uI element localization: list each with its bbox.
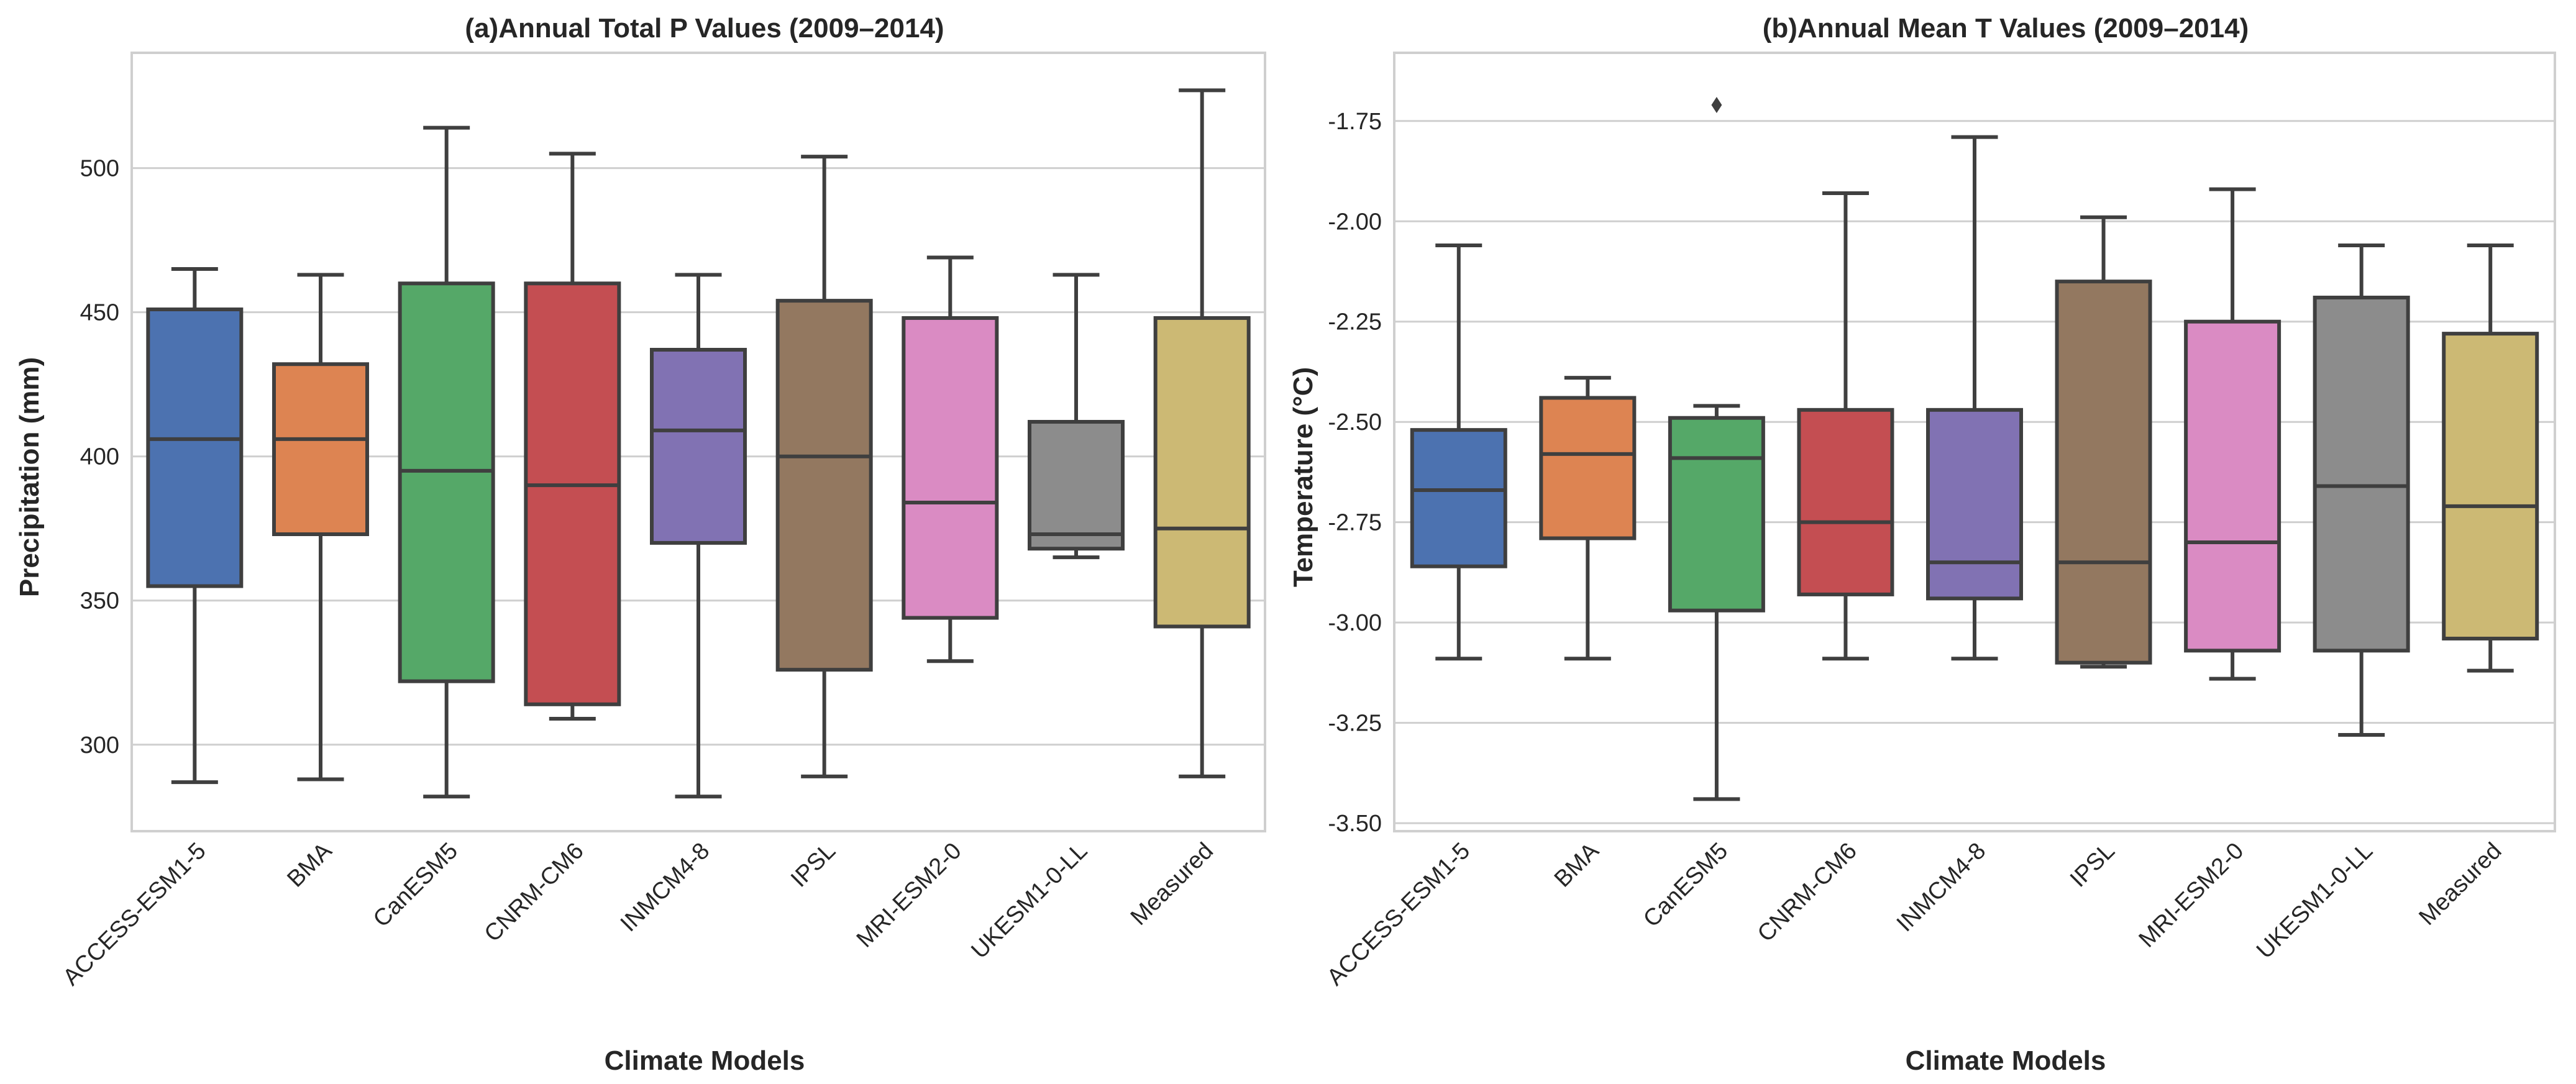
y-axis-label: Temperature (°C) [1288,367,1318,587]
iqr-box [524,281,621,706]
x-tick-label: CanESM5 [368,838,463,932]
box-access-esm1-5 [146,267,244,785]
x-tick-label: UKESM1-0-LL [966,838,1092,964]
iqr-box [2184,319,2281,653]
box-inmcm4-8 [1926,135,2023,661]
x-tick-label: BMA [1550,837,1604,892]
x-tick-label: CNRM-CM6 [1753,838,1862,947]
outlier-point [1711,96,1722,113]
iqr-box [650,347,747,545]
box-cnrm-cm6 [524,152,621,721]
iqr-box [1539,396,1637,540]
y-tick-label: -2.50 [1328,409,1382,435]
plot-frame [130,52,1266,832]
y-tick-label: -2.25 [1328,309,1382,335]
iqr-box [146,307,244,588]
box-mri-esm2-0 [902,255,999,663]
box-cnrm-cm6 [1797,191,1894,661]
x-tick-label: ACCESS-ESM1-5 [1322,838,1475,991]
box-canesm5 [398,125,495,799]
iqr-box [398,281,495,683]
y-tick-label: 450 [80,300,119,326]
y-axis-label: Precipitation (mm) [14,357,45,597]
iqr-box [1153,316,1251,629]
box-inmcm4-8 [650,273,747,799]
iqr-box [1028,420,1125,551]
y-tick-label: -2.75 [1328,510,1382,536]
x-axis-label: Climate Models [605,1045,805,1076]
box-measured [1153,88,1251,778]
plot-area: -3.50 -3.25 -3.00 -2.75 -2.50 -2.25 -2.00 -1.75… [1322,52,2556,991]
box-ukesm1-0-ll [1028,273,1125,560]
iqr-box [2313,295,2410,653]
box-measured [2442,244,2539,673]
x-tick-label: INMCM4-8 [616,838,715,937]
iqr-box [1926,408,2023,601]
precipitation-chart: 300 350 400 450 500 ACCESS-ESM1-5 BMA CanESM5 CN… [14,13,1266,1076]
chart-title: (a)Annual Total P Values (2009–2014) [465,13,944,43]
iqr-box [1797,408,1894,596]
iqr-box [272,362,369,537]
y-tick-label: -1.75 [1328,109,1382,135]
box-bma [272,273,369,781]
iqr-box [2055,280,2152,665]
y-tick-label: 400 [80,444,119,470]
x-tick-label: UKESM1-0-LL [2252,838,2378,964]
iqr-box [2442,332,2539,640]
x-tick-label: MRI-ESM2-0 [852,838,967,953]
y-tick-label: 300 [80,732,119,758]
x-tick-label: Measured [1126,838,1218,931]
iqr-box [902,316,999,620]
iqr-box [1410,428,1507,568]
x-tick-label: CanESM5 [1638,838,1733,932]
x-axis-label: Climate Models [1906,1045,2106,1076]
plot-frame [1393,52,2556,832]
y-tick-label: -3.00 [1328,610,1382,636]
box-ukesm1-0-ll [2313,244,2410,737]
box-ipsl [775,155,873,778]
x-tick-label: IPSL [2065,838,2120,893]
y-tick-label: -2.00 [1328,209,1382,235]
x-tick-label: BMA [282,837,337,892]
x-tick-label: ACCESS-ESM1-5 [58,838,211,991]
iqr-box [775,299,873,672]
x-tick-label: MRI-ESM2-0 [2134,838,2249,953]
x-tick-label: IPSL [786,838,841,893]
box-canesm5 [1668,96,1765,801]
y-tick-label: -3.25 [1328,711,1382,737]
plot-area: 300 350 400 450 500 ACCESS-ESM1-5 BMA CanESM5 CN… [58,52,1266,991]
box-ipsl [2055,215,2152,669]
y-tick-label: -3.50 [1328,811,1382,837]
box-mri-esm2-0 [2184,187,2281,681]
iqr-box [1668,416,1765,613]
x-tick-label: CNRM-CM6 [480,838,589,947]
x-tick-label: Measured [2414,838,2506,931]
box-bma [1539,376,1637,661]
x-tick-label: INMCM4-8 [1892,838,1991,937]
y-tick-label: 350 [80,588,119,614]
temperature-chart: -3.50 -3.25 -3.00 -2.75 -2.50 -2.25 -2.00 -1.75… [1288,13,2556,1076]
y-tick-label: 500 [80,156,119,182]
chart-title: (b)Annual Mean T Values (2009–2014) [1763,13,2249,43]
box-access-esm1-5 [1410,244,1507,661]
